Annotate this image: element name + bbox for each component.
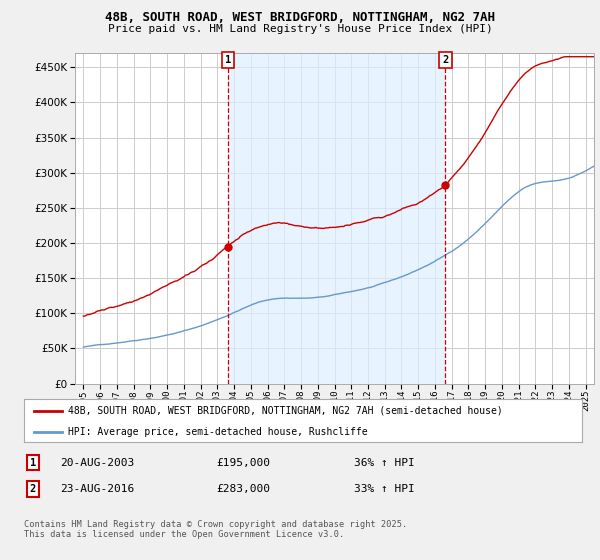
Text: 2: 2 (442, 54, 449, 64)
Text: 36% ↑ HPI: 36% ↑ HPI (354, 458, 415, 468)
Text: 2: 2 (30, 484, 36, 494)
Text: £283,000: £283,000 (216, 484, 270, 494)
Text: HPI: Average price, semi-detached house, Rushcliffe: HPI: Average price, semi-detached house,… (68, 427, 367, 437)
Text: 23-AUG-2016: 23-AUG-2016 (60, 484, 134, 494)
Text: 33% ↑ HPI: 33% ↑ HPI (354, 484, 415, 494)
Bar (228, 53, 445, 384)
Text: Price paid vs. HM Land Registry's House Price Index (HPI): Price paid vs. HM Land Registry's House … (107, 24, 493, 34)
Text: Contains HM Land Registry data © Crown copyright and database right 2025.
This d: Contains HM Land Registry data © Crown c… (24, 520, 407, 539)
Text: 48B, SOUTH ROAD, WEST BRIDGFORD, NOTTINGHAM, NG2 7AH: 48B, SOUTH ROAD, WEST BRIDGFORD, NOTTING… (105, 11, 495, 24)
Text: 20-AUG-2003: 20-AUG-2003 (60, 458, 134, 468)
Text: 1: 1 (225, 54, 231, 64)
Text: 48B, SOUTH ROAD, WEST BRIDGFORD, NOTTINGHAM, NG2 7AH (semi-detached house): 48B, SOUTH ROAD, WEST BRIDGFORD, NOTTING… (68, 405, 502, 416)
Text: 1: 1 (30, 458, 36, 468)
Text: £195,000: £195,000 (216, 458, 270, 468)
